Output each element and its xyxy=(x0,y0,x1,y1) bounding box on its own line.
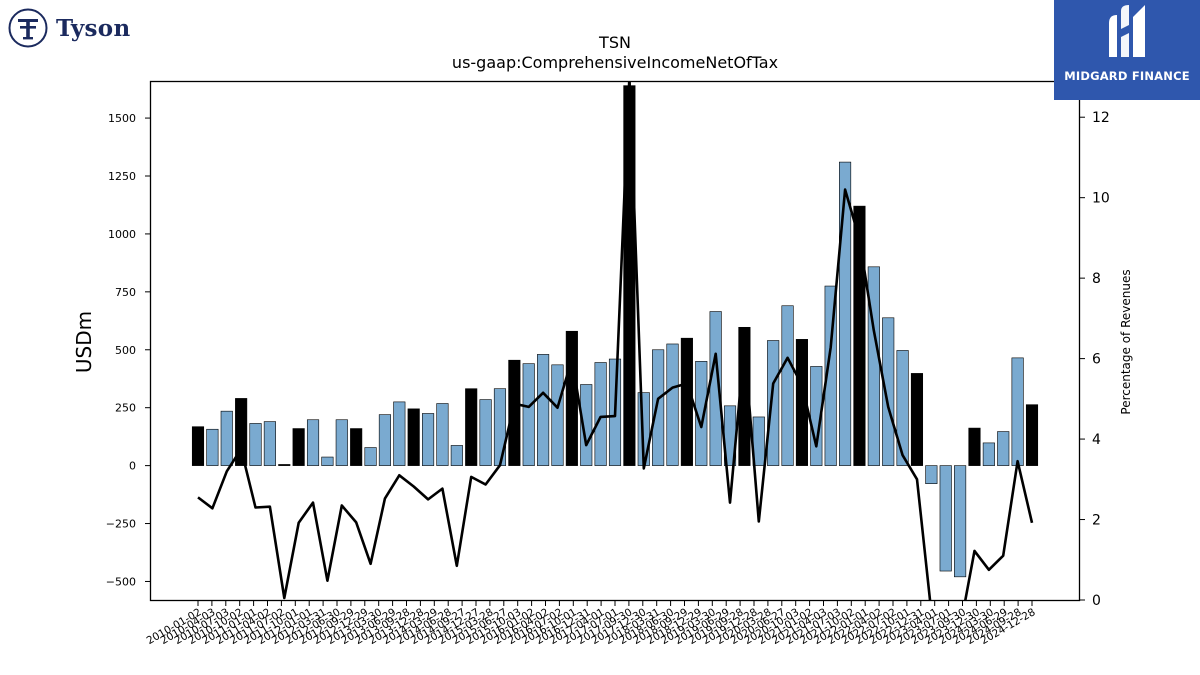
y2-tick-label: 10 xyxy=(1092,191,1110,207)
line-layer xyxy=(197,81,1034,600)
bar xyxy=(436,403,449,466)
bar xyxy=(220,410,233,466)
bar xyxy=(1025,404,1039,466)
bar xyxy=(350,428,363,466)
bar xyxy=(278,464,291,466)
bar xyxy=(968,427,981,466)
tyson-emblem-icon xyxy=(8,8,48,48)
bar xyxy=(537,354,550,466)
y2-tick-label: 12 xyxy=(1092,110,1110,126)
chart-title: TSN xyxy=(599,33,631,52)
bar xyxy=(853,205,866,466)
y2-tick-label: 4 xyxy=(1092,432,1101,448)
bars-layer xyxy=(191,85,1039,578)
bar xyxy=(508,359,521,466)
midgard-finance-logo: MIDGARD FINANCE xyxy=(1054,0,1200,100)
bar xyxy=(292,428,305,466)
bar xyxy=(393,401,406,466)
bar xyxy=(364,447,377,466)
bar xyxy=(781,305,794,466)
bar xyxy=(306,419,320,466)
bar xyxy=(925,465,938,484)
percentage-line xyxy=(197,81,1034,600)
midgard-wordmark: MIDGARD FINANCE xyxy=(1064,69,1190,83)
y-tick-label: 1000 xyxy=(108,228,136,241)
bar xyxy=(235,398,248,466)
right-axis-ticks: 0 2 4 6 8 10 12 xyxy=(1080,110,1110,609)
bar xyxy=(522,363,535,466)
chart-subtitle: us-gaap:ComprehensiveIncomeNetOfTax xyxy=(451,53,779,72)
bar xyxy=(939,465,952,572)
bar xyxy=(997,431,1010,466)
bar xyxy=(378,414,391,466)
bar xyxy=(824,285,837,466)
bar xyxy=(882,317,895,466)
bar xyxy=(479,399,492,466)
y-tick-label: 750 xyxy=(115,286,136,299)
bar xyxy=(263,421,276,466)
bar xyxy=(666,343,679,466)
tyson-logo: Tyson xyxy=(8,8,130,48)
bar xyxy=(206,428,219,466)
y-tick-label: 1500 xyxy=(108,112,136,125)
y-tick-label: 500 xyxy=(115,344,136,357)
tyson-wordmark: Tyson xyxy=(56,14,131,42)
y-tick-label: 250 xyxy=(115,402,136,415)
left-axis-ticks: −500 −250 0 250 500 750 1000 1250 1500 xyxy=(106,112,150,588)
bar xyxy=(422,413,435,466)
bar xyxy=(321,456,334,466)
y2-tick-label: 8 xyxy=(1092,271,1101,287)
y2-tick-label: 2 xyxy=(1092,513,1101,529)
bar xyxy=(680,337,693,466)
y2-tick-label: 6 xyxy=(1092,352,1101,368)
bar xyxy=(335,419,348,466)
bar xyxy=(652,349,665,466)
midgard-emblem-icon xyxy=(1109,5,1145,57)
bar xyxy=(795,339,808,466)
x-axis-ticks: 2010-01-022010-04-032010-07-032010-10-02… xyxy=(145,600,1038,647)
y-tick-label: −500 xyxy=(106,575,136,588)
bar xyxy=(465,388,478,466)
y-tick-label: −250 xyxy=(106,518,136,531)
y-tick-label: 0 xyxy=(129,460,136,473)
bar xyxy=(896,350,909,466)
bar xyxy=(450,445,463,466)
bar xyxy=(249,423,262,466)
y-axis-label: USDm xyxy=(72,310,96,374)
bar xyxy=(580,384,593,466)
bar xyxy=(407,408,420,466)
bar xyxy=(839,161,852,466)
bar xyxy=(810,366,823,466)
bar xyxy=(1011,357,1024,466)
bar xyxy=(910,373,924,466)
bar xyxy=(954,465,967,578)
bar xyxy=(191,426,205,466)
y-tick-label: 1250 xyxy=(108,170,136,183)
bar xyxy=(594,362,607,466)
y2-tick-label: 0 xyxy=(1092,593,1101,609)
bar xyxy=(767,340,780,466)
bar xyxy=(493,388,507,466)
y2-axis-label: Percentage of Revenues xyxy=(1119,269,1133,415)
bar xyxy=(982,442,995,466)
bar xyxy=(565,330,578,466)
bar xyxy=(551,364,564,466)
